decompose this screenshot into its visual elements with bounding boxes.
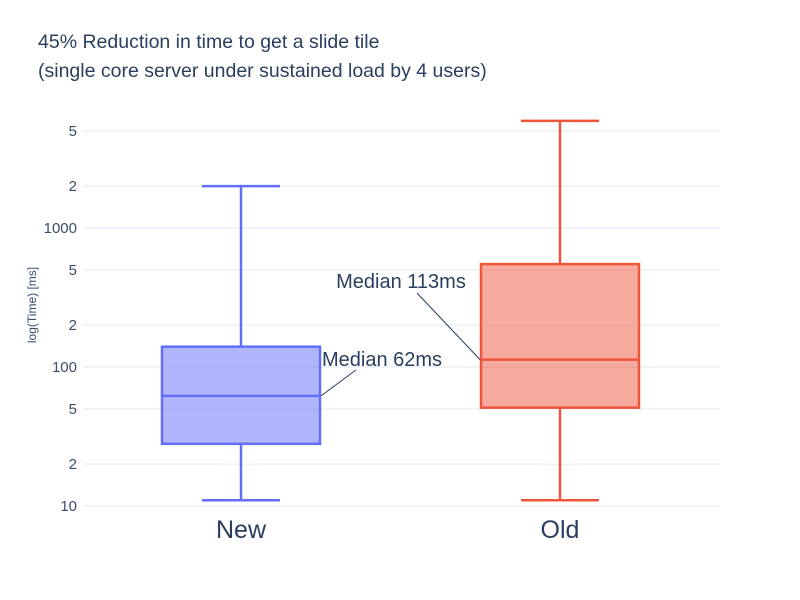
xtick-label-old: Old: [541, 516, 580, 544]
annotation-text-old: Median 113ms: [336, 271, 466, 293]
chart-title: 45% Reduction in time to get a slide til…: [38, 28, 487, 86]
ytick-label-1000: 1000: [44, 220, 77, 237]
ytick-label-2000: 2: [69, 178, 77, 195]
ytick-label-10: 10: [60, 498, 77, 515]
ytick-label-500: 5: [69, 262, 77, 279]
xtick-label-new: New: [216, 516, 267, 544]
chart-title-line1: 45% Reduction in time to get a slide til…: [38, 31, 380, 53]
annotation-text-new: Median 62ms: [322, 349, 442, 371]
ytick-label-50: 5: [69, 401, 77, 418]
annotation-arrow-old: [416, 292, 481, 360]
annotation-arrow-new: [320, 369, 357, 397]
ytick-label-200: 2: [69, 317, 77, 334]
y-axis-title: log(Time) [ms]: [25, 267, 39, 343]
ytick-label-20: 2: [69, 456, 77, 473]
ytick-label-100: 100: [52, 359, 77, 376]
chart-title-line2: (single core server under sustained load…: [38, 60, 487, 82]
box-old[interactable]: [479, 262, 641, 409]
ytick-label-5000: 5: [69, 123, 77, 140]
